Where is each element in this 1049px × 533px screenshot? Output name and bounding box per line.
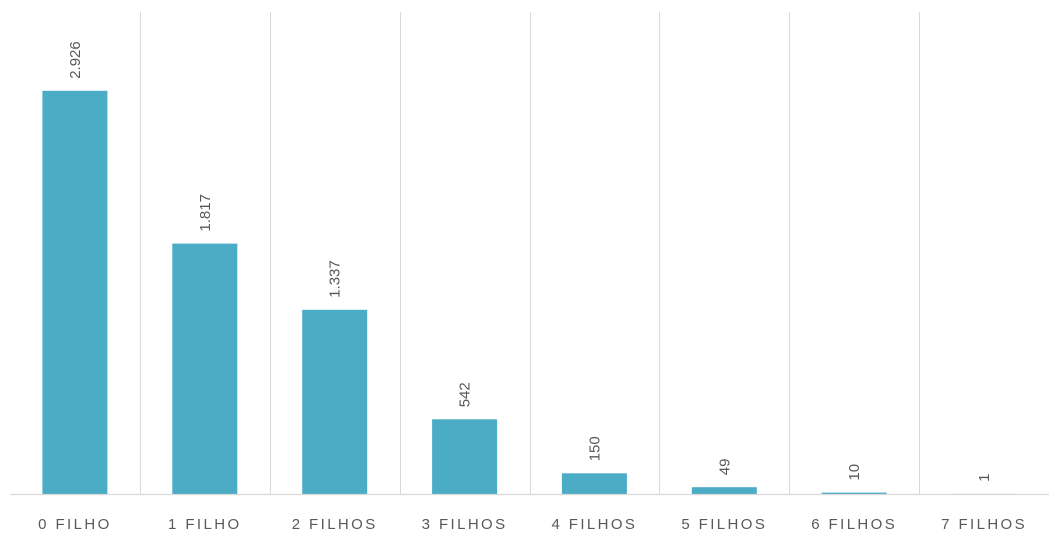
- category-label-1: 1 FILHO: [168, 516, 241, 533]
- gridlines: [140, 12, 920, 494]
- data-label-5: 49: [716, 459, 733, 476]
- data-label-3: 542: [457, 382, 474, 407]
- category-labels: 0 FILHO 1 FILHO 2 FILHOS 3 FILHOS 4 FILHOS 5 …: [38, 516, 1027, 533]
- bar-5: [691, 487, 757, 494]
- bar-0: [42, 90, 108, 495]
- data-label-0: 2.926: [67, 41, 84, 79]
- bar-4: [561, 473, 627, 494]
- category-label-0: 0 FILHO: [38, 516, 111, 533]
- data-label-2: 1.337: [327, 260, 344, 298]
- category-label-2: 2 FILHOS: [292, 516, 378, 533]
- category-label-6: 6 FILHOS: [811, 516, 897, 533]
- data-label-4: 150: [586, 436, 603, 461]
- data-label-7: 1: [976, 474, 993, 482]
- bars: [42, 90, 1017, 495]
- category-label-3: 3 FILHOS: [422, 516, 508, 533]
- data-labels: 2.926 1.817 1.337 542 150 49 10 1: [67, 41, 993, 482]
- data-label-6: 10: [846, 464, 863, 481]
- category-label-4: 4 FILHOS: [551, 516, 637, 533]
- category-label-5: 5 FILHOS: [681, 516, 767, 533]
- data-label-1: 1.817: [197, 194, 214, 232]
- bar-3: [432, 419, 498, 494]
- category-label-7: 7 FILHOS: [941, 516, 1027, 533]
- bar-6: [821, 492, 887, 494]
- bar-2: [302, 309, 368, 494]
- bar-1: [172, 243, 238, 494]
